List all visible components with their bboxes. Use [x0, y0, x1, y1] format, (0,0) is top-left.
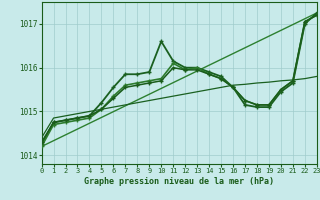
X-axis label: Graphe pression niveau de la mer (hPa): Graphe pression niveau de la mer (hPa) [84, 177, 274, 186]
